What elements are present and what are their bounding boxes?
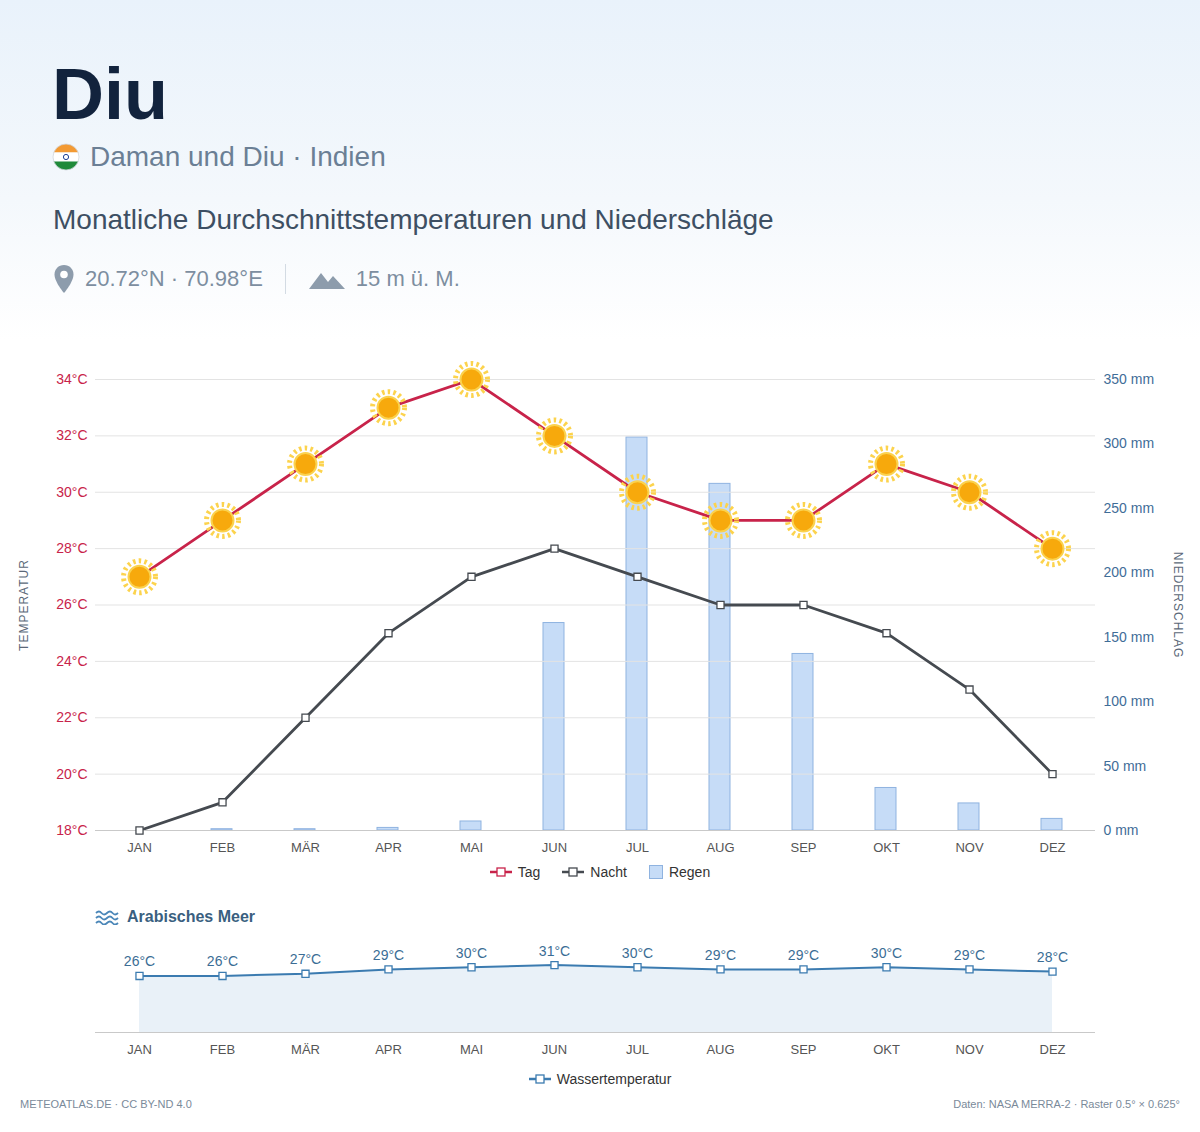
svg-text:MÄR: MÄR (291, 1042, 320, 1057)
svg-text:28°C: 28°C (1037, 949, 1068, 965)
svg-text:AUG: AUG (706, 840, 734, 855)
svg-text:200 mm: 200 mm (1104, 564, 1155, 580)
html-text:Diu: Diu (52, 54, 168, 134)
svg-text:30°C: 30°C (456, 945, 487, 961)
svg-text:30°C: 30°C (56, 484, 87, 500)
html-text:Arabisches Meer: Arabisches Meer (127, 908, 256, 925)
svg-text:JUN: JUN (542, 1042, 567, 1057)
html-text:Daman und Diu · Indien: Daman und Diu · Indien (90, 141, 386, 172)
svg-text:JUL: JUL (626, 1042, 649, 1057)
svg-text:MAI: MAI (460, 840, 483, 855)
html-text:Monatliche Durchschnittstemper: Monatliche Durchschnittstemperaturen und… (53, 204, 774, 235)
svg-text:APR: APR (375, 840, 402, 855)
svg-text:30°C: 30°C (622, 945, 653, 961)
html-text:20.72°N · 70.98°E: 20.72°N · 70.98°E (85, 265, 263, 291)
svg-text:100 mm: 100 mm (1104, 693, 1155, 709)
svg-text:NOV: NOV (955, 1042, 984, 1057)
svg-text:OKT: OKT (873, 1042, 900, 1057)
svg-text:32°C: 32°C (56, 427, 87, 443)
svg-text:250 mm: 250 mm (1104, 500, 1155, 516)
svg-text:AUG: AUG (706, 1042, 734, 1057)
html-text:Tag: Tag (517, 864, 541, 880)
svg-text:JUL: JUL (626, 840, 649, 855)
html-text:Nacht: Nacht (590, 864, 627, 880)
svg-text:31°C: 31°C (539, 943, 570, 959)
svg-text:SEP: SEP (790, 840, 816, 855)
svg-text:JAN: JAN (127, 840, 152, 855)
svg-text:26°C: 26°C (56, 596, 87, 612)
svg-text:NOV: NOV (955, 840, 984, 855)
svg-text:30°C: 30°C (871, 945, 902, 961)
svg-text:27°C: 27°C (290, 951, 321, 967)
svg-text:29°C: 29°C (373, 947, 404, 963)
svg-text:29°C: 29°C (705, 947, 736, 963)
svg-text:JUN: JUN (542, 840, 567, 855)
svg-text:MÄR: MÄR (291, 840, 320, 855)
svg-text:DEZ: DEZ (1040, 1042, 1066, 1057)
html-text:Wassertemperatur: Wassertemperatur (556, 1071, 672, 1087)
svg-text:APR: APR (375, 1042, 402, 1057)
svg-text:24°C: 24°C (56, 653, 87, 669)
html-text:TEMPERATUR: TEMPERATUR (17, 558, 31, 651)
svg-text:150 mm: 150 mm (1104, 629, 1155, 645)
svg-text:50 mm: 50 mm (1104, 758, 1147, 774)
svg-text:FEB: FEB (210, 840, 235, 855)
svg-text:DEZ: DEZ (1040, 840, 1066, 855)
svg-text:JAN: JAN (127, 1042, 152, 1057)
svg-text:300 mm: 300 mm (1104, 435, 1155, 451)
svg-text:FEB: FEB (210, 1042, 235, 1057)
svg-text:29°C: 29°C (954, 947, 985, 963)
html-text:Regen: Regen (668, 864, 711, 880)
svg-text:MAI: MAI (460, 1042, 483, 1057)
svg-text:26°C: 26°C (207, 953, 238, 969)
svg-text:18°C: 18°C (56, 822, 87, 838)
svg-text:28°C: 28°C (56, 540, 87, 556)
svg-text:29°C: 29°C (788, 947, 819, 963)
html-text:Daten: NASA MERRA-2 · Raster 0: Daten: NASA MERRA-2 · Raster 0.5° × 0.62… (953, 1098, 1180, 1110)
svg-text:0 mm: 0 mm (1104, 822, 1139, 838)
svg-text:22°C: 22°C (56, 709, 87, 725)
html-text:METEOATLAS.DE · CC BY-ND 4.0: METEOATLAS.DE · CC BY-ND 4.0 (20, 1098, 192, 1110)
html-text:NIEDERSCHLAG: NIEDERSCHLAG (1171, 551, 1185, 658)
svg-text:34°C: 34°C (56, 371, 87, 387)
svg-text:350 mm: 350 mm (1104, 371, 1155, 387)
html-text:15 m ü. M.: 15 m ü. M. (355, 265, 460, 291)
svg-text:OKT: OKT (873, 840, 900, 855)
svg-text:20°C: 20°C (56, 766, 87, 782)
svg-text:SEP: SEP (790, 1042, 816, 1057)
svg-text:26°C: 26°C (124, 953, 155, 969)
